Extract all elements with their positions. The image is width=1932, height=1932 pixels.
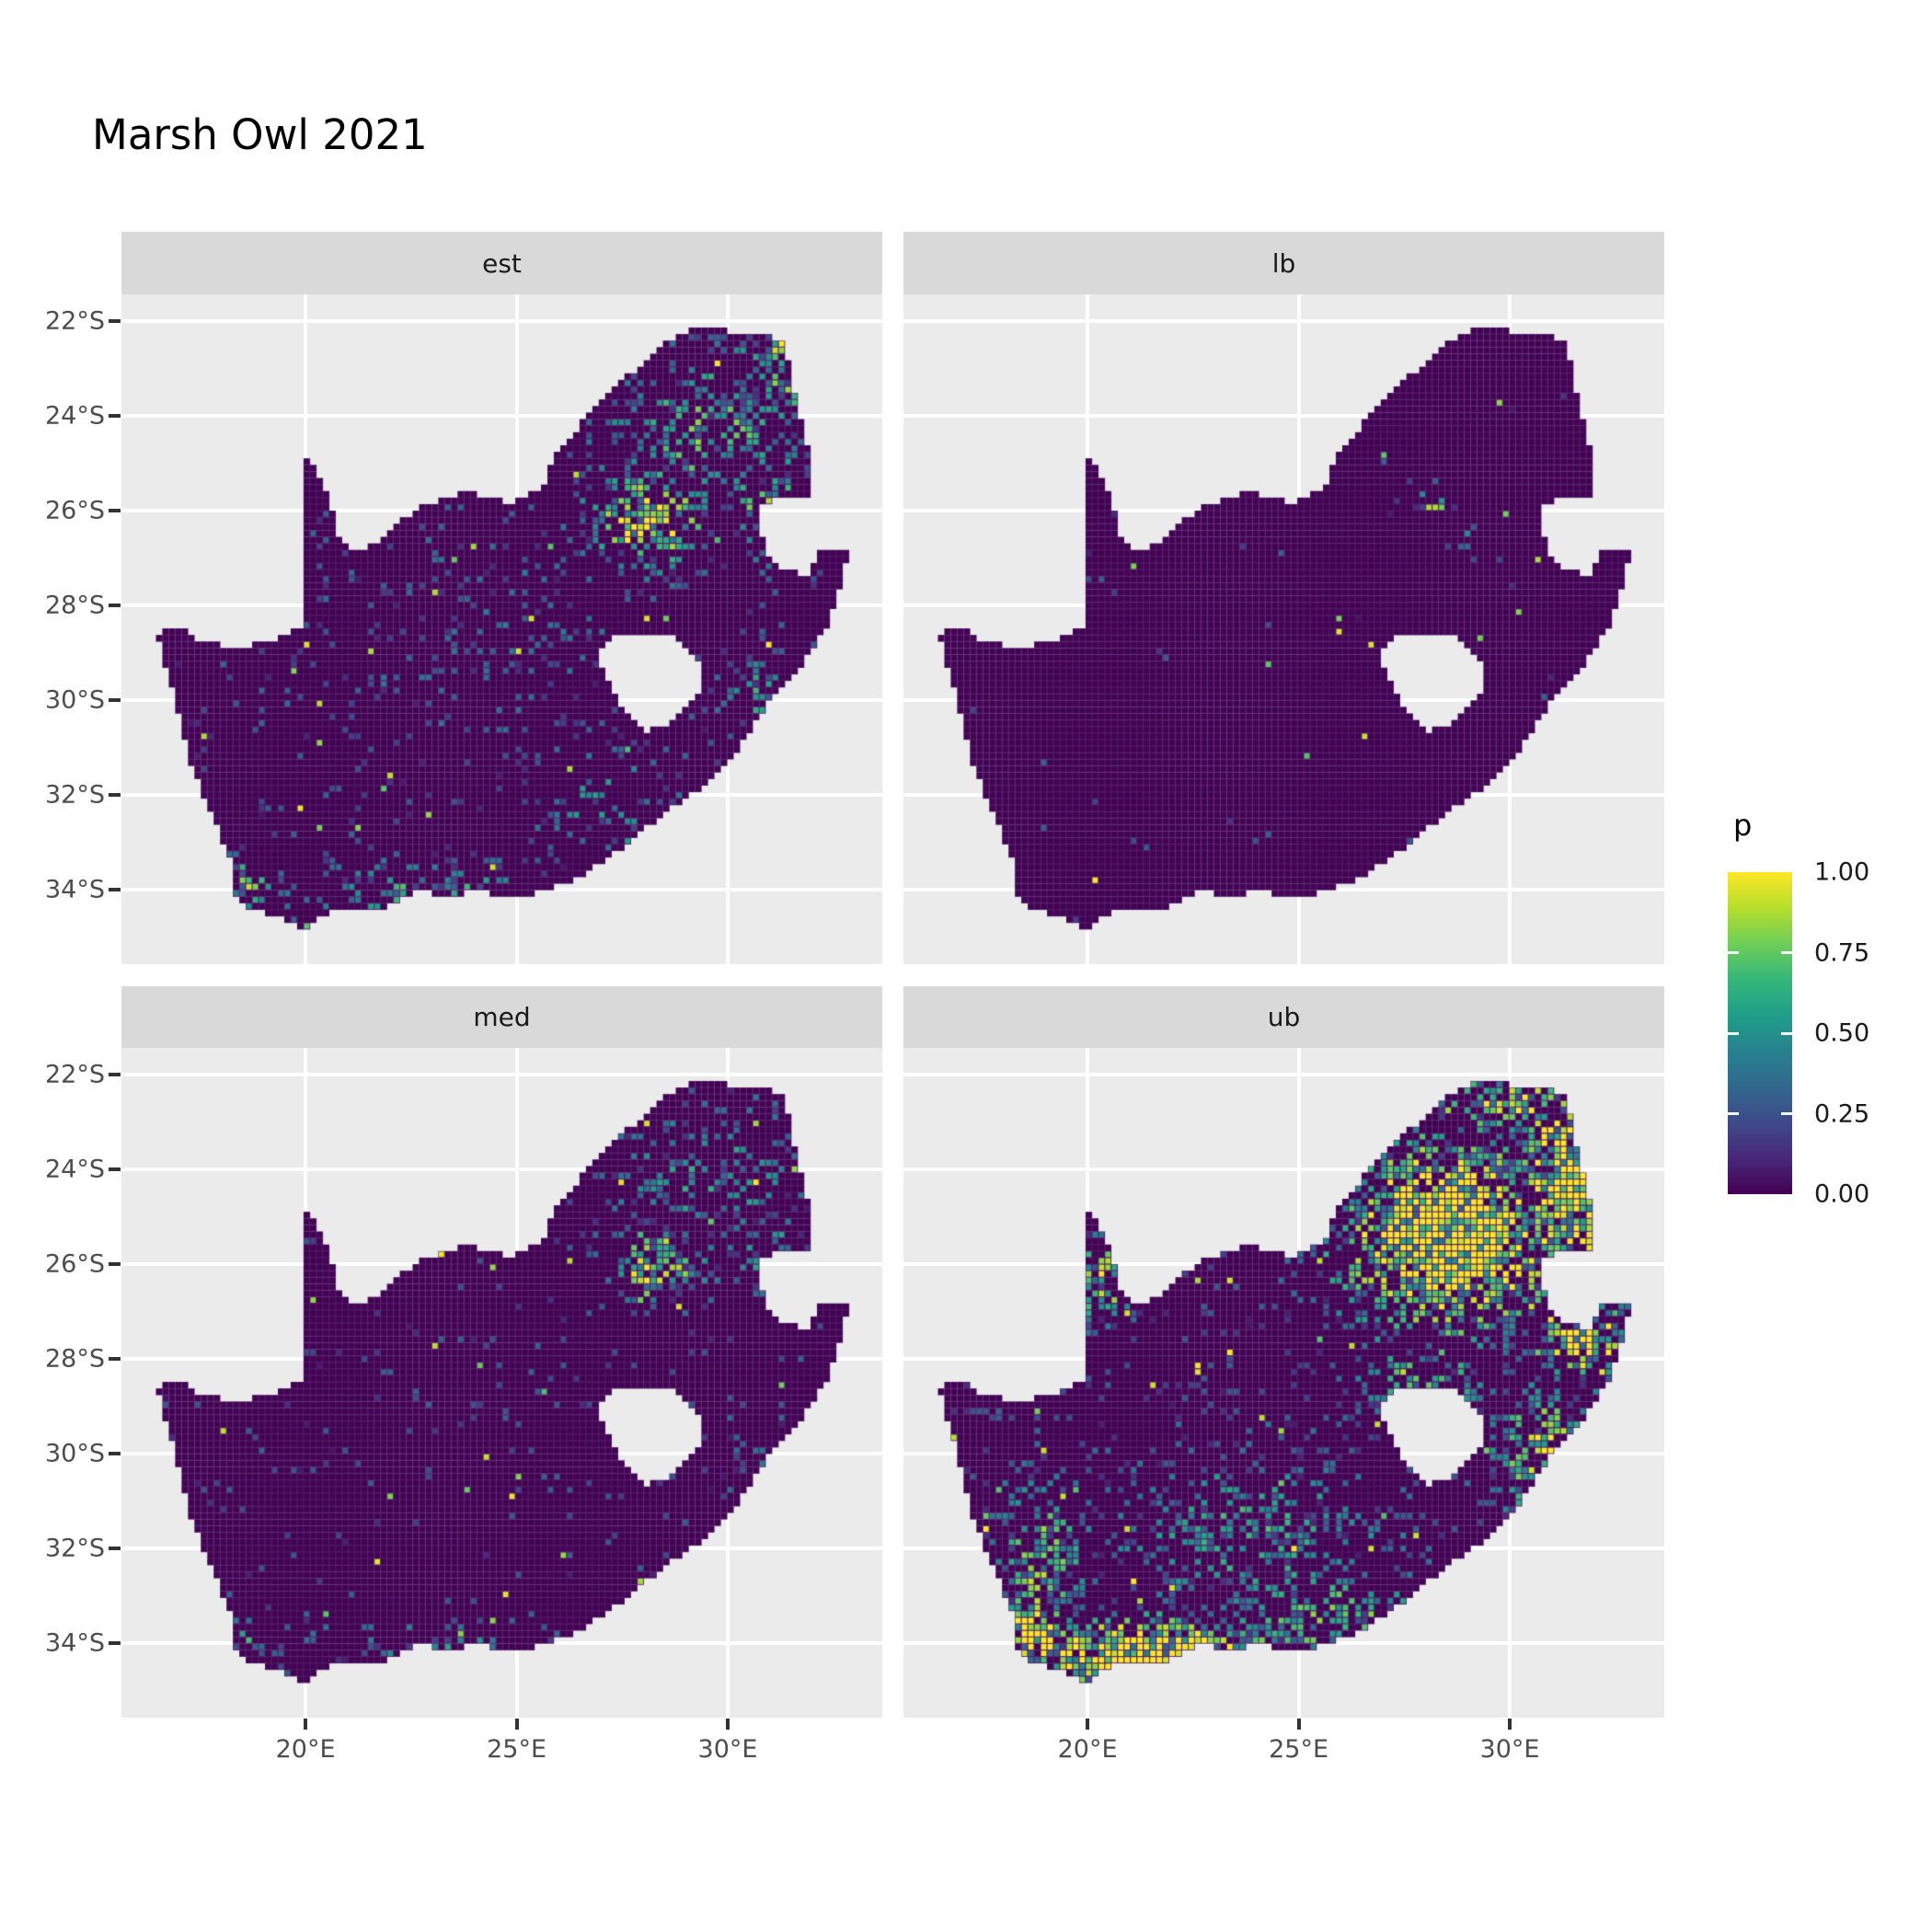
x-tick-mark — [514, 1719, 519, 1730]
x-tick-mark — [1508, 1719, 1512, 1730]
map-canvas-ub — [903, 1048, 1664, 1718]
y-tick-mark — [109, 603, 121, 607]
facet-strip-lb: lb — [903, 232, 1664, 294]
x-tick-mark — [1296, 1719, 1301, 1730]
facet-strip-est: est — [121, 232, 882, 294]
legend-tick-mark — [1728, 1112, 1739, 1115]
y-tick-label: 30°S — [45, 685, 105, 715]
facet-strip-label: lb — [1271, 247, 1296, 279]
y-tick-label: 26°S — [45, 496, 105, 525]
y-tick-mark — [109, 318, 121, 323]
legend-tick-mark — [1728, 951, 1739, 954]
legend-break-label: 0.25 — [1814, 1099, 1870, 1128]
x-tick-label: 25°E — [1269, 1735, 1329, 1764]
map-panel-med — [121, 1048, 882, 1718]
y-tick-label: 28°S — [45, 591, 105, 620]
facet-strip-label: est — [482, 247, 522, 279]
legend-break-label: 0.00 — [1814, 1179, 1870, 1209]
legend-tick-mark — [1781, 951, 1792, 954]
y-tick-mark — [109, 1167, 121, 1171]
y-tick-mark — [109, 1072, 121, 1076]
map-panel-est — [121, 294, 882, 964]
x-tick-label: 30°E — [1479, 1735, 1540, 1764]
y-tick-mark — [109, 793, 121, 798]
y-tick-label: 26°S — [45, 1249, 105, 1279]
y-tick-label: 22°S — [45, 1060, 105, 1089]
y-tick-label: 22°S — [45, 306, 105, 336]
y-tick-mark — [109, 1356, 121, 1361]
x-tick-label: 20°E — [1057, 1735, 1118, 1764]
legend-break-label: 0.75 — [1814, 938, 1870, 967]
facet-strip-med: med — [121, 986, 882, 1048]
y-tick-label: 28°S — [45, 1344, 105, 1374]
legend-break-label: 0.50 — [1814, 1018, 1870, 1048]
map-canvas-est — [121, 294, 882, 964]
map-panel-lb — [903, 294, 1664, 964]
legend-break-label: 1.00 — [1814, 857, 1870, 887]
y-tick-label: 32°S — [45, 780, 105, 810]
y-tick-label: 30°S — [45, 1439, 105, 1468]
y-tick-label: 34°S — [45, 875, 105, 904]
y-tick-mark — [109, 888, 121, 892]
legend-tick-mark — [1781, 1112, 1792, 1115]
map-canvas-med — [121, 1048, 882, 1718]
y-tick-mark — [109, 1547, 121, 1551]
x-tick-label: 30°E — [697, 1735, 758, 1764]
y-tick-mark — [109, 1452, 121, 1456]
legend-tick-mark — [1781, 1031, 1792, 1035]
facet-strip-ub: ub — [903, 986, 1664, 1048]
y-tick-mark — [109, 413, 121, 418]
legend-title: p — [1733, 808, 1753, 843]
y-tick-label: 32°S — [45, 1534, 105, 1563]
facet-strip-label: med — [473, 1002, 531, 1032]
y-tick-mark — [109, 508, 121, 512]
facet-strip-label: ub — [1267, 1002, 1301, 1032]
y-tick-label: 24°S — [45, 401, 105, 431]
x-tick-label: 20°E — [275, 1735, 336, 1764]
x-tick-mark — [304, 1719, 308, 1730]
y-tick-label: 24°S — [45, 1155, 105, 1184]
y-tick-label: 34°S — [45, 1628, 105, 1658]
map-canvas-lb — [903, 294, 1664, 964]
y-tick-mark — [109, 698, 121, 703]
plot-title: Marsh Owl 2021 — [92, 110, 428, 159]
map-panel-ub — [903, 1048, 1664, 1718]
y-tick-mark — [109, 1261, 121, 1266]
x-tick-label: 25°E — [487, 1735, 547, 1764]
y-tick-mark — [109, 1641, 121, 1646]
x-tick-mark — [1086, 1719, 1090, 1730]
x-tick-mark — [726, 1719, 730, 1730]
legend-tick-mark — [1728, 1031, 1739, 1035]
